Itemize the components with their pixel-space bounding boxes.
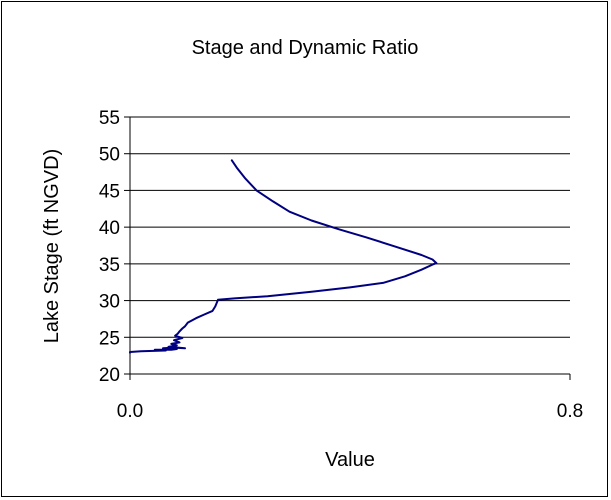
chart-title: Stage and Dynamic Ratio xyxy=(192,37,419,59)
y-tick-labels: 20 25 30 35 40 45 50 55 xyxy=(99,108,120,386)
gridlines xyxy=(130,116,570,338)
x-tick-label-0: 0.0 xyxy=(117,401,143,422)
y-tick-label-40: 40 xyxy=(99,218,120,239)
y-tick-label-55: 55 xyxy=(99,108,120,129)
series-line-0 xyxy=(129,159,438,354)
x-axis-label: Value xyxy=(325,449,375,471)
y-tick-label-45: 45 xyxy=(99,181,120,202)
y-tick-label-50: 50 xyxy=(99,145,120,166)
y-tick-label-35: 35 xyxy=(99,255,120,276)
x-tick-labels: 0.0 0.8 xyxy=(117,401,583,422)
y-tick-label-20: 20 xyxy=(99,365,120,386)
axes xyxy=(124,116,571,380)
y-tick-label-30: 30 xyxy=(99,292,120,313)
y-axis-label: Lake Stage (ft NGVD) xyxy=(41,149,63,344)
y-tick-label-25: 25 xyxy=(99,328,120,349)
series-layer xyxy=(129,159,438,354)
x-tick-label-1: 0.8 xyxy=(557,401,583,422)
